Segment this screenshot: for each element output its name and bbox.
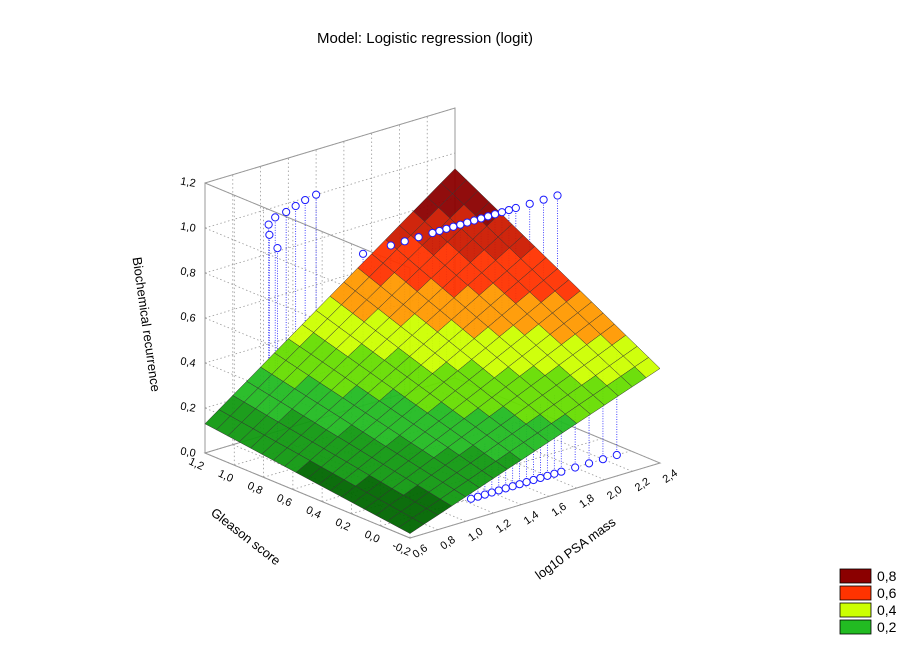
observation-marker	[456, 220, 465, 229]
observation-marker	[539, 195, 548, 204]
observation-marker	[504, 205, 513, 215]
observation-marker	[553, 191, 562, 200]
z-tick-label: 1,2	[179, 175, 196, 189]
chart-title: Model: Logistic regression (logit)	[317, 30, 533, 47]
z-tick-label: 0,4	[179, 355, 196, 369]
legend-label: 0,8	[877, 568, 897, 584]
observation-marker	[435, 226, 444, 236]
legend-swatch	[839, 602, 872, 618]
y-axis-label: Gleason score	[208, 505, 283, 568]
observation-marker	[494, 486, 503, 495]
observation-marker	[497, 208, 507, 217]
x-tick-label: 1,8	[577, 492, 596, 511]
observation-marker	[386, 241, 395, 250]
observation-marker	[511, 203, 520, 213]
legend: 0,80,60,40,2	[839, 568, 897, 635]
observation-marker	[358, 249, 368, 258]
legend-label: 0,6	[877, 585, 897, 601]
observation-marker	[515, 480, 524, 489]
observation-marker	[442, 224, 451, 233]
y-tick-label: 0,2	[333, 516, 352, 533]
observation-marker	[508, 482, 517, 491]
y-tick-label: -0,2	[390, 540, 412, 559]
observation-marker	[550, 469, 559, 478]
observation-marker	[463, 218, 472, 227]
y-tick-label: 0,0	[363, 528, 382, 545]
observation-marker	[264, 220, 273, 229]
observation-marker	[265, 230, 274, 239]
observation-marker	[400, 237, 409, 246]
observation-marker	[271, 213, 280, 222]
observation-marker	[414, 233, 423, 242]
surface-cell	[398, 517, 425, 534]
legend-label: 0,4	[877, 602, 897, 618]
observation-marker	[483, 212, 493, 221]
observation-marker	[291, 201, 300, 211]
surface-mesh	[204, 168, 661, 534]
observation-marker	[449, 222, 458, 231]
x-tick-label: 0,8	[438, 534, 457, 553]
y-tick-label: 0,8	[245, 480, 264, 497]
z-tick-label: 1,0	[179, 220, 196, 234]
observation-marker	[466, 494, 476, 503]
y-tick-label: 1,0	[216, 468, 235, 485]
legend-swatch	[839, 585, 872, 601]
observation-marker	[612, 450, 621, 460]
x-tick-label: 2,4	[661, 467, 680, 486]
z-tick-label: 0,6	[179, 310, 196, 324]
x-tick-label: 1,0	[466, 526, 485, 545]
observation-marker	[501, 484, 510, 493]
observation-markers	[264, 190, 621, 503]
observation-marker	[480, 490, 489, 499]
x-axis-label: log10 PSA mass	[532, 514, 618, 582]
observation-marker	[543, 471, 552, 480]
observation-marker	[584, 459, 594, 468]
observation-marker	[477, 214, 486, 223]
x-tick-label: 1,4	[522, 509, 541, 528]
z-tick-label: 0,2	[179, 400, 196, 414]
z-axis-label: Biochemical recurrence	[130, 256, 164, 393]
z-tick-label: 0,0	[179, 445, 196, 459]
observation-marker	[428, 228, 437, 238]
observation-marker	[525, 199, 534, 208]
legend-swatch	[839, 568, 872, 584]
observation-marker	[536, 473, 545, 483]
x-tick-label: 0,6	[411, 542, 430, 561]
observation-marker	[522, 478, 531, 487]
y-tick-label: 1,2	[187, 456, 206, 473]
observation-marker	[490, 210, 500, 219]
y-tick-label: 0,6	[275, 492, 294, 509]
x-tick-label: 2,0	[605, 484, 624, 503]
observation-marker	[529, 475, 538, 485]
x-tick-label: 1,6	[549, 501, 568, 520]
observation-marker	[273, 244, 282, 253]
observation-marker	[598, 455, 608, 464]
observation-marker	[571, 463, 580, 472]
z-tick-label: 0,8	[179, 265, 196, 279]
observation-marker	[282, 207, 291, 217]
legend-label: 0,2	[877, 619, 897, 635]
observation-marker	[557, 467, 566, 476]
observation-marker	[312, 190, 321, 199]
legend-swatch	[839, 619, 872, 635]
observation-marker	[473, 492, 483, 501]
x-tick-label: 1,2	[494, 517, 513, 536]
grid-line	[204, 452, 411, 539]
observation-marker	[470, 216, 479, 225]
y-tick-label: 0,4	[304, 504, 323, 521]
observation-marker	[301, 195, 310, 205]
x-tick-label: 2,2	[633, 476, 652, 495]
observation-marker	[487, 488, 496, 497]
